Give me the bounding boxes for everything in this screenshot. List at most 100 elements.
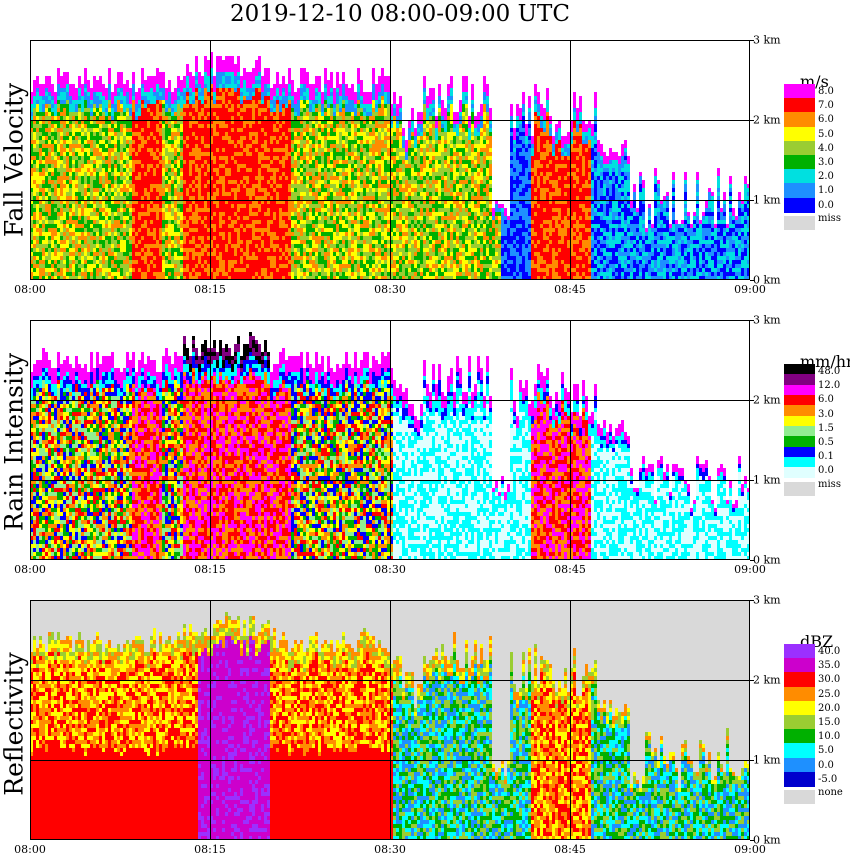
legend-swatch (784, 405, 815, 417)
legend-missing-swatch (784, 790, 815, 804)
legend-level: 0.0 (818, 760, 834, 771)
y-tick-label: 1 km (753, 475, 781, 486)
y-tick-mark (750, 560, 754, 561)
y-tick-label: 0 km (753, 555, 781, 566)
legend-level: 25.0 (818, 689, 840, 700)
y-tick-mark (750, 280, 754, 281)
y-tick-mark (750, 400, 754, 401)
legend-level: 20.0 (818, 703, 840, 714)
grid-line-v (570, 600, 571, 840)
y-tick-label: 2 km (753, 675, 781, 686)
y-tick-mark (750, 480, 754, 481)
legend-level: -5.0 (818, 774, 837, 785)
grid-line-v (390, 600, 391, 840)
legend-swatch (784, 364, 815, 375)
legend-swatch (784, 658, 815, 674)
y-tick-mark (750, 120, 754, 121)
legend-level: 15.0 (818, 718, 840, 728)
legend-level: 6.0 (818, 395, 834, 405)
legend-level: 4.0 (818, 143, 834, 154)
legend-missing-label: miss (818, 479, 841, 490)
legend-level: 5.0 (818, 129, 834, 140)
legend-swatch (784, 672, 815, 688)
rain-intensity-ylabel: Rain Intensity (0, 353, 29, 531)
x-tick-label: 09:00 (734, 844, 766, 855)
y-tick-mark (750, 40, 754, 41)
legend-swatch (784, 644, 815, 659)
y-tick-label: 3 km (753, 315, 781, 326)
grid-line-v (210, 600, 211, 840)
legend-level: 10.0 (818, 732, 840, 742)
legend-swatch (784, 456, 815, 468)
y-tick-mark (750, 760, 754, 761)
legend-missing-label: none (818, 788, 843, 798)
y-tick-mark (750, 840, 754, 841)
legend-level: 1.0 (818, 186, 834, 196)
reflectivity-panel (30, 600, 750, 840)
legend-level: 0.5 (818, 438, 834, 448)
legend-level: 1.5 (818, 423, 834, 434)
legend-swatch (784, 155, 815, 170)
legend-swatch (784, 197, 815, 213)
legend-swatch (784, 771, 815, 787)
legend-level: 40.0 (818, 647, 840, 657)
y-tick-label: 2 km (753, 115, 781, 126)
legend-swatch (784, 446, 815, 458)
legend-level: 0.1 (818, 452, 834, 462)
legend-level: 7.0 (818, 101, 834, 111)
legend-swatch (784, 394, 815, 406)
legend-swatch (784, 140, 815, 156)
grid-line-v (570, 320, 571, 560)
y-tick-label: 3 km (753, 595, 781, 606)
y-tick-label: 1 km (753, 195, 781, 206)
legend-swatch (784, 183, 815, 199)
legend-level: 3.0 (818, 409, 834, 420)
y-tick-label: 3 km (753, 35, 781, 46)
legend-swatch (784, 467, 815, 479)
legend-swatch (784, 415, 815, 427)
legend-level: 48.0 (818, 367, 840, 377)
legend-swatch (784, 112, 815, 128)
legend-swatch (784, 686, 815, 702)
legend-swatch (784, 743, 815, 759)
legend-level: 12.0 (818, 381, 840, 391)
legend-level: 5.0 (818, 746, 834, 756)
x-tick-label: 08:45 (554, 284, 586, 295)
legend-swatch (784, 700, 815, 716)
y-tick-label: 0 km (753, 835, 781, 846)
x-tick-label: 08:30 (374, 564, 406, 575)
legend-swatch (784, 374, 815, 386)
legend-missing-label: miss (818, 213, 841, 224)
legend-level: 30.0 (818, 675, 840, 685)
x-tick-label: 08:30 (374, 844, 406, 855)
y-tick-mark (750, 600, 754, 601)
x-tick-label: 08:00 (14, 564, 46, 575)
y-tick-label: 1 km (753, 755, 781, 766)
x-tick-label: 08:00 (14, 284, 46, 295)
legend-swatch (784, 729, 815, 745)
grid-line-v (390, 40, 391, 280)
legend-level: 0.0 (818, 466, 834, 476)
x-tick-label: 08:15 (194, 844, 226, 855)
x-tick-label: 08:15 (194, 284, 226, 295)
legend-level: 0.0 (818, 200, 834, 211)
grid-line-v (210, 320, 211, 560)
legend-swatch (784, 98, 815, 114)
legend-level: 6.0 (818, 115, 834, 125)
grid-line-v (390, 320, 391, 560)
x-tick-label: 08:00 (14, 844, 46, 855)
y-tick-label: 0 km (753, 275, 781, 286)
legend-missing-swatch (784, 215, 815, 230)
heatmap-field (30, 600, 750, 840)
y-tick-mark (750, 680, 754, 681)
legend-level: 8.0 (818, 87, 834, 97)
x-tick-label: 09:00 (734, 564, 766, 575)
legend-swatch (784, 126, 815, 142)
grid-line-v (570, 40, 571, 280)
legend-swatch (784, 425, 815, 437)
y-tick-label: 2 km (753, 395, 781, 406)
legend-level: 2.0 (818, 172, 834, 182)
y-tick-mark (750, 320, 754, 321)
x-tick-label: 08:45 (554, 564, 586, 575)
legend-swatch (784, 169, 815, 185)
